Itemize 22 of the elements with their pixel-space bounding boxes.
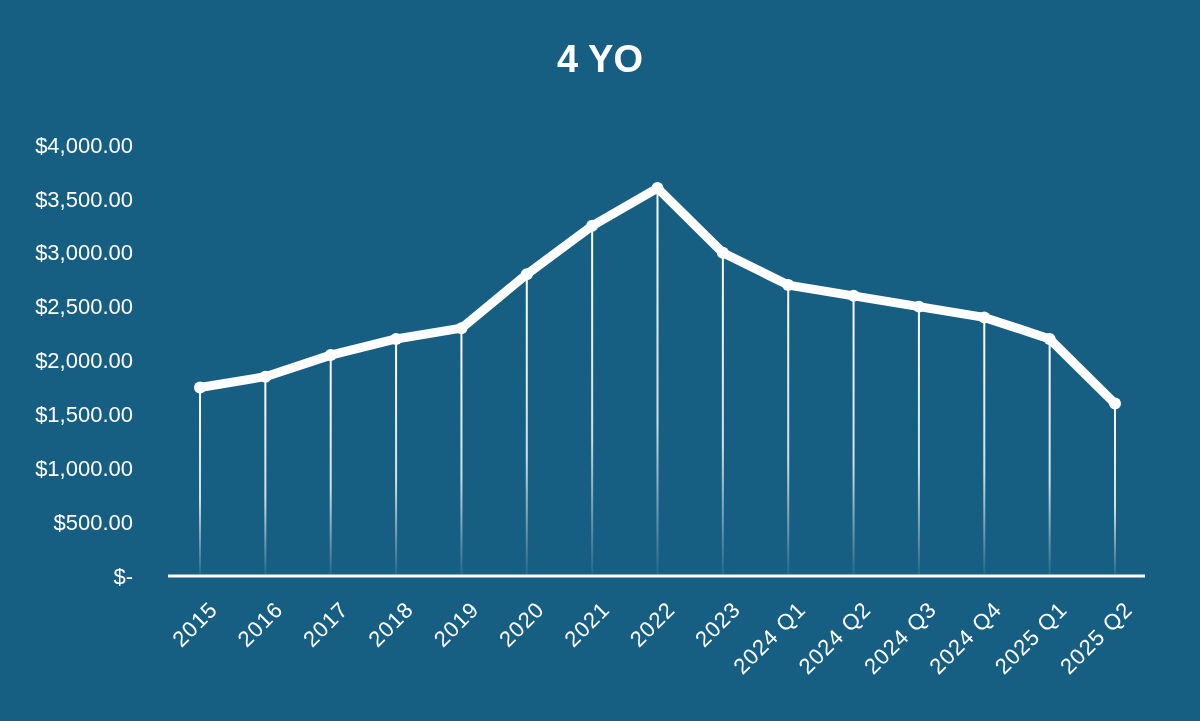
point [978,311,991,324]
point [520,268,533,281]
y-tick-label: $2,000.00 [35,348,133,374]
y-tick-label: $1,500.00 [35,402,133,428]
point [455,322,468,335]
y-tick-label: $1,000.00 [35,455,133,481]
point [1043,332,1056,345]
y-tick-label: $4,000.00 [35,132,133,158]
y-tick-label: $3,500.00 [35,186,133,212]
y-tick-label: $2,500.00 [35,294,133,320]
point [1109,397,1121,410]
y-tick-label: $500.00 [53,509,133,535]
y-tick-label: $- [113,563,133,589]
chart-title: 4 YO [557,38,643,80]
point [716,246,729,259]
point [324,349,337,362]
point [194,381,206,394]
y-tick-label: $3,000.00 [35,240,133,266]
point [259,370,272,383]
point [847,289,860,302]
point [586,219,599,232]
point [651,182,664,195]
